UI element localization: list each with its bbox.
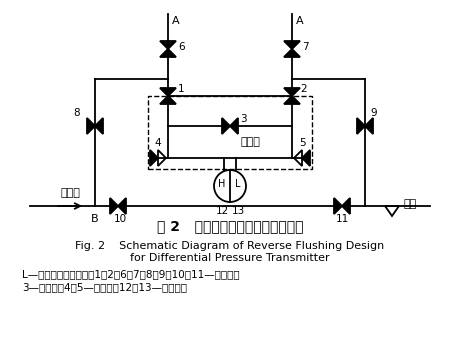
Text: 五阀组: 五阀组: [240, 137, 260, 147]
Text: 6: 6: [178, 42, 184, 52]
Text: 12: 12: [215, 206, 229, 216]
Text: 3—平衡阀；4、5—排污阀；12、13—排污丝堆: 3—平衡阀；4、5—排污阀；12、13—排污丝堆: [22, 282, 187, 292]
Bar: [148, 96, 312, 169]
Polygon shape: [302, 150, 310, 166]
Text: B: B: [91, 214, 99, 224]
Text: 11: 11: [335, 214, 349, 224]
Text: 9: 9: [370, 108, 377, 118]
Polygon shape: [357, 118, 365, 134]
Polygon shape: [222, 118, 230, 134]
Polygon shape: [160, 49, 176, 57]
Text: for Differential Pressure Transmitter: for Differential Pressure Transmitter: [130, 253, 330, 263]
Text: 4: 4: [155, 138, 161, 148]
Polygon shape: [150, 150, 158, 166]
Polygon shape: [284, 41, 300, 49]
Text: 10: 10: [113, 214, 127, 224]
Polygon shape: [284, 49, 300, 57]
Polygon shape: [110, 198, 118, 214]
Polygon shape: [334, 198, 342, 214]
Polygon shape: [118, 198, 126, 214]
Text: 5: 5: [299, 138, 305, 148]
Text: Fig. 2    Schematic Diagram of Reverse Flushing Design: Fig. 2 Schematic Diagram of Reverse Flus…: [76, 241, 384, 251]
Polygon shape: [284, 96, 300, 104]
Text: 2: 2: [300, 84, 307, 94]
Text: A: A: [296, 16, 304, 26]
Text: 地漏: 地漏: [403, 199, 416, 209]
Text: 3: 3: [240, 114, 247, 124]
Polygon shape: [87, 118, 95, 134]
Polygon shape: [230, 118, 238, 134]
Polygon shape: [160, 41, 176, 49]
Polygon shape: [342, 198, 350, 214]
Polygon shape: [160, 88, 176, 96]
Text: H: H: [219, 179, 226, 189]
Text: L—压力变送器低压侧；1、2、6、7、8、9、10、11—截止阀；: L—压力变送器低压侧；1、2、6、7、8、9、10、11—截止阀；: [22, 269, 240, 279]
Text: 反冲水: 反冲水: [60, 188, 80, 198]
Polygon shape: [365, 118, 373, 134]
Text: 8: 8: [73, 108, 80, 118]
Polygon shape: [95, 118, 103, 134]
Text: A: A: [172, 16, 180, 26]
Text: L: L: [235, 179, 241, 189]
Text: 图 2   差压变送器反冲水设计示意图: 图 2 差压变送器反冲水设计示意图: [157, 219, 303, 233]
Text: 13: 13: [231, 206, 245, 216]
Polygon shape: [160, 96, 176, 104]
Text: 1: 1: [178, 84, 184, 94]
Polygon shape: [284, 88, 300, 96]
Text: 7: 7: [302, 42, 308, 52]
